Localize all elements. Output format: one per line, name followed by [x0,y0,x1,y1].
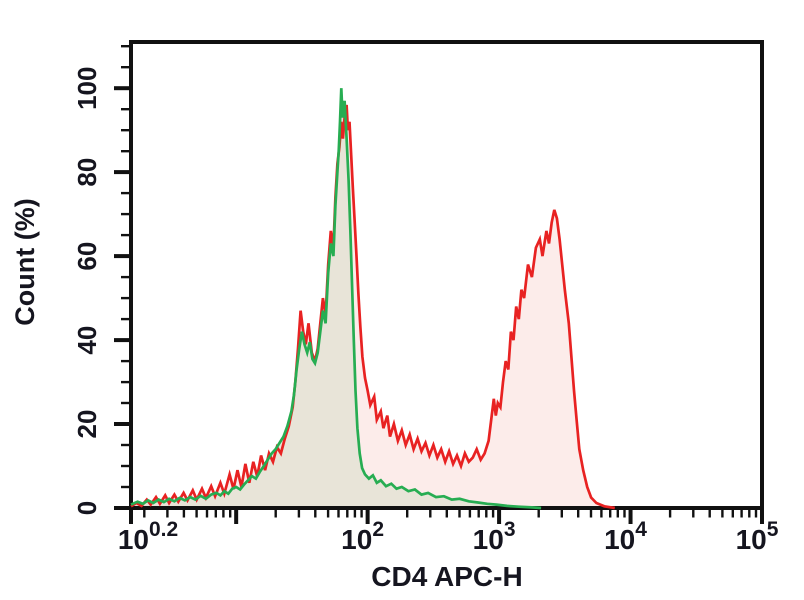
y-tick-label: 40 [72,326,102,355]
red-stained-sample-fill [131,105,615,508]
x-axis-title: CD4 APC-H [371,561,522,592]
plot-frame [129,40,764,510]
green-control-fill [131,88,542,508]
green-control-curve [130,88,542,510]
x-tick-labels: 100.2 102 103 104 105 [118,518,779,555]
y-tick-label: 0 [72,501,102,515]
x-tick-label: 103 [473,518,516,555]
y-axis-title: Count (%) [10,198,40,325]
x-tick-label: 104 [604,518,647,555]
y-tick-label: 100 [72,67,102,110]
y-tick-label: 80 [72,158,102,187]
y-tick-label: 60 [72,242,102,271]
x-tick-label: 102 [341,518,384,555]
histogram-fills [131,88,615,508]
x-tick-label: 105 [736,518,779,555]
y-tick-labels: 0 20 40 60 80 100 [72,67,102,516]
histogram-lines [130,88,616,510]
axis-ticks [114,45,764,524]
x-tick-label: 100.2 [118,518,178,555]
y-tick-label: 20 [72,410,102,439]
red-stained-sample-curve [130,104,616,510]
